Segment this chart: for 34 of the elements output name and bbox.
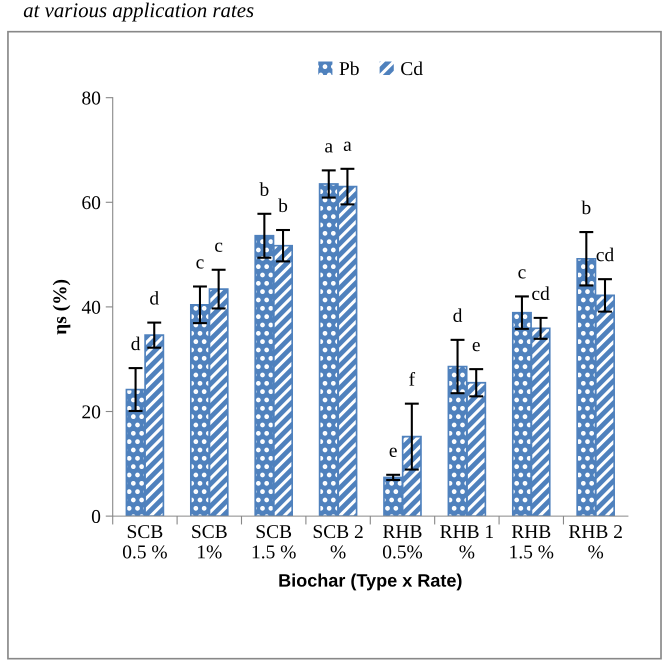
annotation: b bbox=[581, 200, 590, 214]
annotation: d bbox=[150, 291, 159, 305]
annotation: c bbox=[518, 269, 526, 279]
x-tick-label: RHB 1 % bbox=[440, 525, 493, 559]
x-tick-label: RHB 1.5 % bbox=[510, 525, 554, 559]
annotation: d bbox=[131, 336, 140, 350]
annotation: b bbox=[278, 198, 288, 212]
annotation: d bbox=[453, 308, 462, 322]
y-tick-label: 20 bbox=[82, 405, 100, 418]
x-tick-label: SCB 1% bbox=[192, 525, 227, 559]
annotation: a bbox=[344, 142, 352, 151]
annotation: f bbox=[409, 372, 416, 386]
y-axis-title: ηs (%) bbox=[52, 280, 70, 335]
x-tick-label: SCB 2 % bbox=[314, 525, 363, 559]
x-axis-title: Biochar (Type x Rate) bbox=[279, 574, 462, 590]
x-tick-label: SCB 1.5 % bbox=[252, 525, 296, 559]
annotation: e bbox=[472, 342, 480, 352]
annotation: cd bbox=[596, 248, 614, 262]
annotation: c bbox=[215, 242, 222, 252]
legend-label: Cd bbox=[401, 61, 423, 76]
x-tick-label: RHB 2 % bbox=[568, 525, 622, 559]
annotation: c bbox=[196, 259, 204, 269]
x-tick-label: RHB 0.5% bbox=[382, 525, 422, 559]
annotation: e bbox=[390, 448, 397, 457]
y-tick-label: 80 bbox=[82, 91, 100, 105]
y-tick-label: 60 bbox=[82, 196, 100, 210]
annotation: a bbox=[325, 143, 333, 153]
y-tick-label: 40 bbox=[82, 300, 100, 314]
y-tick-label: 0 bbox=[92, 510, 100, 524]
annotation: b bbox=[259, 182, 268, 196]
legend-label: Pb bbox=[340, 61, 359, 76]
annotation: cd bbox=[532, 286, 550, 300]
chart-title: at various application rates bbox=[24, 2, 254, 22]
x-tick-label: SCB 0.5 % bbox=[122, 525, 167, 559]
